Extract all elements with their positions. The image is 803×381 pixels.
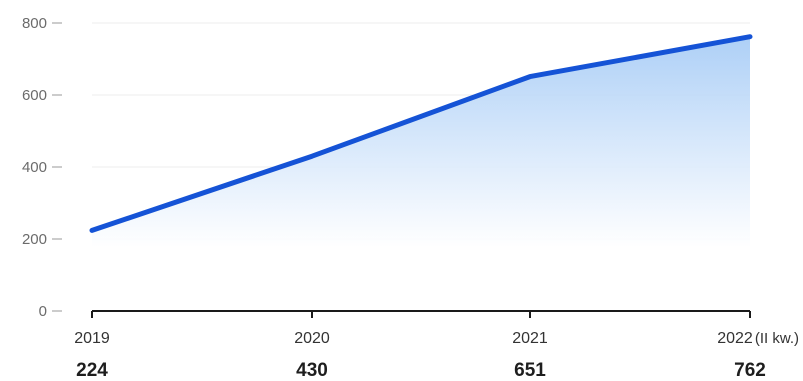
y-tick-label: 400 [22, 159, 47, 176]
x-tick-label: 2020 [294, 330, 330, 347]
y-tick-label: 800 [22, 15, 47, 32]
y-tick-label: 200 [22, 231, 47, 248]
area-fill [92, 36, 750, 248]
x-tick-year: 2019 [74, 330, 110, 347]
value-label: 651 [514, 360, 546, 381]
x-tick-label: 2021 [512, 330, 548, 347]
series-line [89, 34, 753, 233]
x-tick-label: 2019 [74, 330, 110, 347]
y-tick-label: 0 [39, 303, 47, 320]
x-axis-ticks [91, 311, 751, 318]
x-tick-label: 2022 (II kw.) [717, 330, 799, 347]
y-tick-label: 600 [22, 87, 47, 104]
x-axis-labels: 2019 2020 2021 2022 (II kw.) [74, 330, 799, 347]
x-tick-year: 2022 [717, 330, 753, 347]
value-label: 762 [734, 360, 766, 381]
value-label: 224 [76, 360, 108, 381]
value-labels: 224 430 651 762 [76, 360, 766, 381]
y-axis: 0 200 400 600 800 [22, 15, 62, 320]
value-label: 430 [296, 360, 328, 381]
x-tick-year: 2021 [512, 330, 548, 347]
x-tick-suffix: (II kw.) [755, 330, 799, 347]
x-tick-year: 2020 [294, 330, 330, 347]
